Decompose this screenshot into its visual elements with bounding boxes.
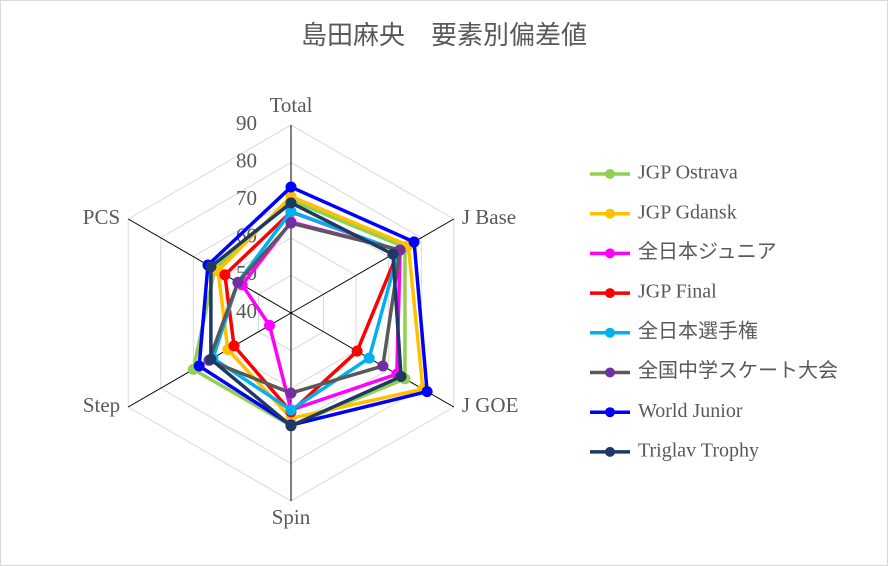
legend-label: World Junior (638, 400, 743, 422)
series-marker (232, 276, 244, 288)
legend-item: 全国中学スケート大会 (590, 359, 838, 382)
series-marker (193, 360, 205, 372)
series-marker (408, 236, 420, 248)
r-tick-label: 70 (236, 186, 257, 210)
legend-label: JGP Gdansk (638, 201, 737, 223)
legend-item: Triglav Trophy (590, 439, 759, 461)
legend-item: JGP Ostrava (590, 162, 738, 184)
series-marker (219, 269, 231, 281)
series-marker (421, 386, 433, 398)
series-marker (285, 420, 297, 432)
legend-swatch-marker (605, 208, 615, 219)
legend-label: 全日本選手権 (638, 319, 758, 342)
series-marker (285, 387, 297, 399)
category-label: PCS (83, 205, 120, 229)
category-label: Step (83, 393, 120, 417)
series-marker (387, 248, 399, 260)
legend-swatch-marker (605, 169, 615, 179)
legend-item: World Junior (590, 400, 743, 422)
series-marker (363, 352, 375, 364)
series-marker (285, 217, 297, 229)
chart-title: 島田麻央 要素別偏差値 (301, 21, 587, 50)
legend-label: JGP Ostrava (638, 162, 738, 184)
legend-item: JGP Final (590, 281, 717, 303)
legend-swatch-marker (605, 248, 615, 259)
legend-label: JGP Final (638, 281, 717, 303)
legend-item: JGP Gdansk (590, 201, 737, 223)
category-label: Total (270, 93, 313, 117)
legend-item: 全日本選手権 (590, 319, 758, 342)
series-marker (285, 181, 297, 193)
series-marker (264, 319, 276, 331)
category-label: Spin (272, 505, 311, 529)
legend-swatch-marker (605, 367, 615, 378)
series-marker (285, 404, 297, 416)
legend-swatch-marker (605, 327, 615, 338)
series-marker (351, 345, 363, 357)
r-tick-label: 40 (236, 299, 257, 323)
series-marker (285, 197, 297, 209)
series-marker (205, 261, 217, 273)
series-marker (395, 371, 407, 383)
legend-label: 全国中学スケート大会 (638, 359, 838, 382)
legend-label: 全日本ジュニア (638, 240, 777, 263)
category-label: J GOE (462, 393, 519, 417)
r-tick-label: 90 (236, 111, 257, 135)
legend-swatch-marker (605, 407, 615, 418)
legend-swatch-marker (605, 288, 615, 299)
series-marker (205, 353, 217, 365)
legend-swatch-marker (605, 446, 615, 457)
series-marker (228, 340, 240, 352)
series-marker (377, 360, 389, 372)
r-tick-label: 80 (236, 148, 257, 172)
legend-label: Triglav Trophy (638, 439, 759, 461)
category-label: J Base (462, 205, 516, 229)
axis-spoke (290, 218, 455, 314)
legend-item: 全日本ジュニア (590, 240, 777, 263)
